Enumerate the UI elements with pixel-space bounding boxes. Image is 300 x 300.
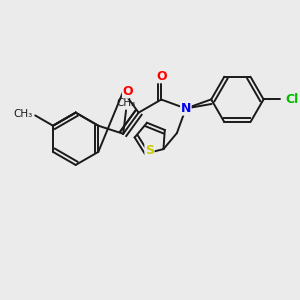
- Text: O: O: [156, 70, 166, 83]
- Text: S: S: [145, 144, 154, 158]
- Text: CH₃: CH₃: [13, 110, 32, 119]
- Text: CH₃: CH₃: [116, 98, 136, 108]
- Text: Cl: Cl: [285, 93, 298, 106]
- Text: N: N: [181, 102, 191, 115]
- Text: O: O: [123, 85, 133, 98]
